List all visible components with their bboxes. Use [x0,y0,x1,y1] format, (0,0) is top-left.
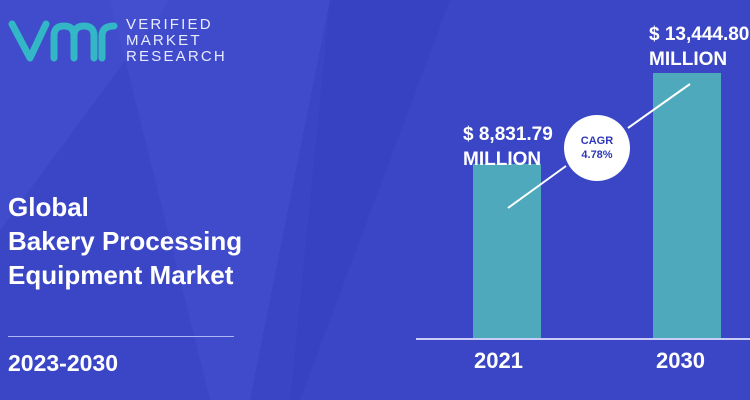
page-title: Global Bakery Processing Equipment Marke… [8,190,242,292]
data-label-value: $ 13,444.80 [649,24,750,45]
data-label-value: $ 8,831.79 [463,124,553,145]
cagr-badge: CAGR 4.78% [564,115,630,181]
brand-name: VERIFIED MARKET RESEARCH [126,17,227,65]
title-line-3: Equipment Market [8,260,234,290]
forecast-period: 2023-2030 [8,350,118,376]
data-label-2021: $ 8,831.79 MILLION [463,122,553,172]
background-shape [0,0,170,230]
cagr-value: 4.78% [581,149,613,161]
background-shape [110,0,330,400]
bar-2030 [653,73,721,338]
brand-line-3: RESEARCH [126,48,227,65]
background-shape [250,0,450,400]
cagr-label: CAGR [580,135,614,147]
x-tick-label-2021: 2021 [474,348,523,373]
data-label-2030: $ 13,444.80 MILLION [649,22,749,72]
brand-line-1: VERIFIED [126,16,213,33]
data-label-unit: MILLION [463,149,542,170]
brand-logo: VERIFIED MARKET RESEARCH [8,14,227,68]
title-line-1: Global [8,192,89,222]
data-label-unit: MILLION [649,49,728,70]
x-tick-label-2030: 2030 [656,348,705,373]
trend-line-segment [507,165,567,209]
divider [8,336,234,337]
bar-2021 [473,163,541,338]
trend-line-segment [627,83,691,129]
title-line-2: Bakery Processing [8,226,243,256]
brand-line-2: MARKET [126,32,202,49]
vmr-logo-icon [8,20,118,62]
x-axis [416,338,750,340]
